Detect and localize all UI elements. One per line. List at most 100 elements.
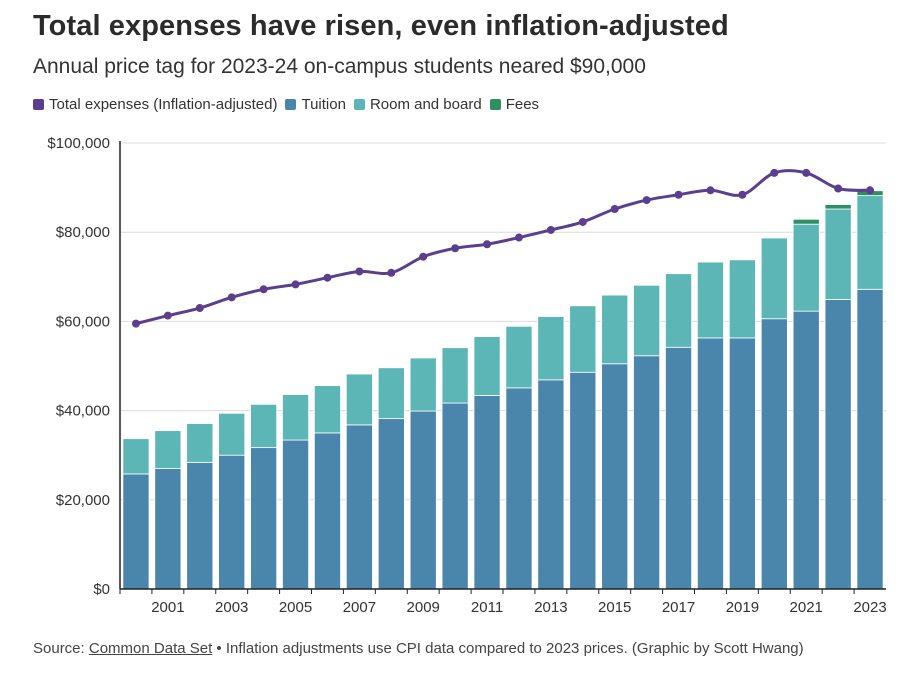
bar-tuition (601, 363, 629, 590)
x-tick-label: 2005 (279, 599, 312, 616)
total-expenses-point (259, 285, 268, 294)
bar-fees (792, 218, 820, 225)
bar-fees (824, 204, 852, 210)
bar-room-and-board (760, 237, 788, 320)
legend-item-room-board: Room and board (353, 96, 482, 113)
source-prefix: Source: (33, 640, 89, 657)
bar-room-and-board (122, 438, 150, 475)
legend-label-fees: Fees (505, 96, 540, 113)
total-expenses-point (323, 273, 332, 282)
bar-room-and-board (601, 294, 629, 365)
bar-tuition (696, 337, 724, 590)
x-tick-label: 2017 (662, 599, 695, 616)
legend-label-room-board: Room and board (369, 96, 482, 113)
bar-tuition (282, 439, 310, 590)
chart-title: Total expenses have risen, even inflatio… (33, 10, 729, 42)
bar-tuition (665, 346, 693, 590)
bar-room-and-board (696, 261, 724, 339)
total-expenses-point (610, 205, 619, 214)
x-tick-label: 2011 (471, 599, 503, 616)
total-expenses-point (131, 319, 140, 328)
total-expenses-point (483, 240, 492, 249)
bar-tuition (473, 395, 501, 590)
legend-swatch-room-board (353, 99, 365, 110)
total-expenses-point (514, 233, 523, 242)
total-expenses-point (770, 168, 779, 177)
bar-tuition (250, 447, 278, 590)
bar-tuition (441, 402, 469, 590)
bar-tuition (537, 379, 565, 590)
source-note: Source: Common Data Set • Inflation adju… (33, 640, 804, 657)
bar-room-and-board (218, 412, 246, 456)
bar-tuition (345, 424, 373, 590)
bar-tuition (569, 371, 597, 590)
bar-room-and-board (186, 423, 214, 463)
x-tick-label: 2021 (790, 599, 823, 616)
x-tick-label: 2007 (343, 599, 376, 616)
bar-tuition (633, 355, 661, 590)
y-tick-label: $100,000 (47, 135, 110, 152)
x-tick-label: 2019 (726, 599, 759, 616)
total-expenses-point (738, 190, 747, 199)
bar-room-and-board (154, 430, 182, 469)
bar-room-and-board (441, 347, 469, 404)
total-expenses-point (387, 268, 396, 277)
bar-tuition (186, 461, 214, 590)
bar-room-and-board (728, 259, 756, 339)
x-tick-label: 2023 (853, 599, 886, 616)
bar-room-and-board (537, 316, 565, 381)
bar-tuition (505, 387, 533, 590)
bar-room-and-board (792, 223, 820, 312)
y-tick-label: $0 (93, 581, 110, 598)
y-tick-label: $20,000 (56, 492, 110, 509)
y-tick-label: $60,000 (56, 313, 110, 330)
y-tick-label: $40,000 (56, 403, 110, 420)
total-expenses-point (642, 196, 651, 205)
bar-tuition (409, 410, 437, 590)
bar-tuition (122, 473, 150, 590)
legend-item-tuition: Tuition (285, 96, 346, 113)
bar-room-and-board (250, 403, 278, 449)
legend-swatch-fees (489, 99, 501, 110)
bar-tuition (760, 318, 788, 590)
total-expenses-point (419, 252, 428, 261)
bar-room-and-board (473, 336, 501, 396)
bar-tuition (728, 337, 756, 590)
bar-room-and-board (282, 394, 310, 441)
x-tick-label: 2001 (151, 599, 184, 616)
x-tick-label: 2003 (215, 599, 248, 616)
legend-item-total: Total expenses (Inflation-adjusted) (33, 96, 277, 113)
y-tick-label: $80,000 (56, 224, 110, 241)
bar-tuition (377, 418, 405, 590)
total-expenses-point (706, 186, 715, 195)
bar-room-and-board (505, 325, 533, 389)
x-tick-label: 2013 (534, 599, 567, 616)
chart-subtitle: Annual price tag for 2023-24 on-campus s… (33, 55, 646, 78)
bar-tuition (313, 432, 341, 590)
source-link[interactable]: Common Data Set (88, 640, 213, 657)
total-expenses-point (546, 225, 555, 234)
total-expenses-point (802, 168, 811, 177)
bar-room-and-board (409, 357, 437, 412)
total-expenses-point (674, 190, 683, 199)
bar-tuition (824, 299, 852, 590)
total-expenses-point (866, 186, 875, 195)
x-tick-label: 2009 (407, 599, 440, 616)
total-expenses-point (291, 280, 300, 289)
source-suffix: • Inflation adjustments use CPI data com… (212, 640, 804, 657)
total-expenses-point (355, 267, 364, 276)
bar-tuition (154, 468, 182, 590)
legend: Total expenses (Inflation-adjusted) Tuit… (33, 96, 547, 113)
bar-room-and-board (569, 305, 597, 373)
total-expenses-point (195, 304, 204, 313)
total-expenses-point (227, 293, 236, 302)
bar-tuition (792, 310, 820, 590)
legend-label-tuition: Tuition (301, 96, 346, 113)
bar-room-and-board (345, 373, 373, 426)
bar-tuition (218, 454, 246, 590)
bar-room-and-board (665, 273, 693, 348)
bar-room-and-board (824, 208, 852, 300)
legend-swatch-tuition (285, 99, 297, 110)
bar-room-and-board (377, 367, 405, 420)
